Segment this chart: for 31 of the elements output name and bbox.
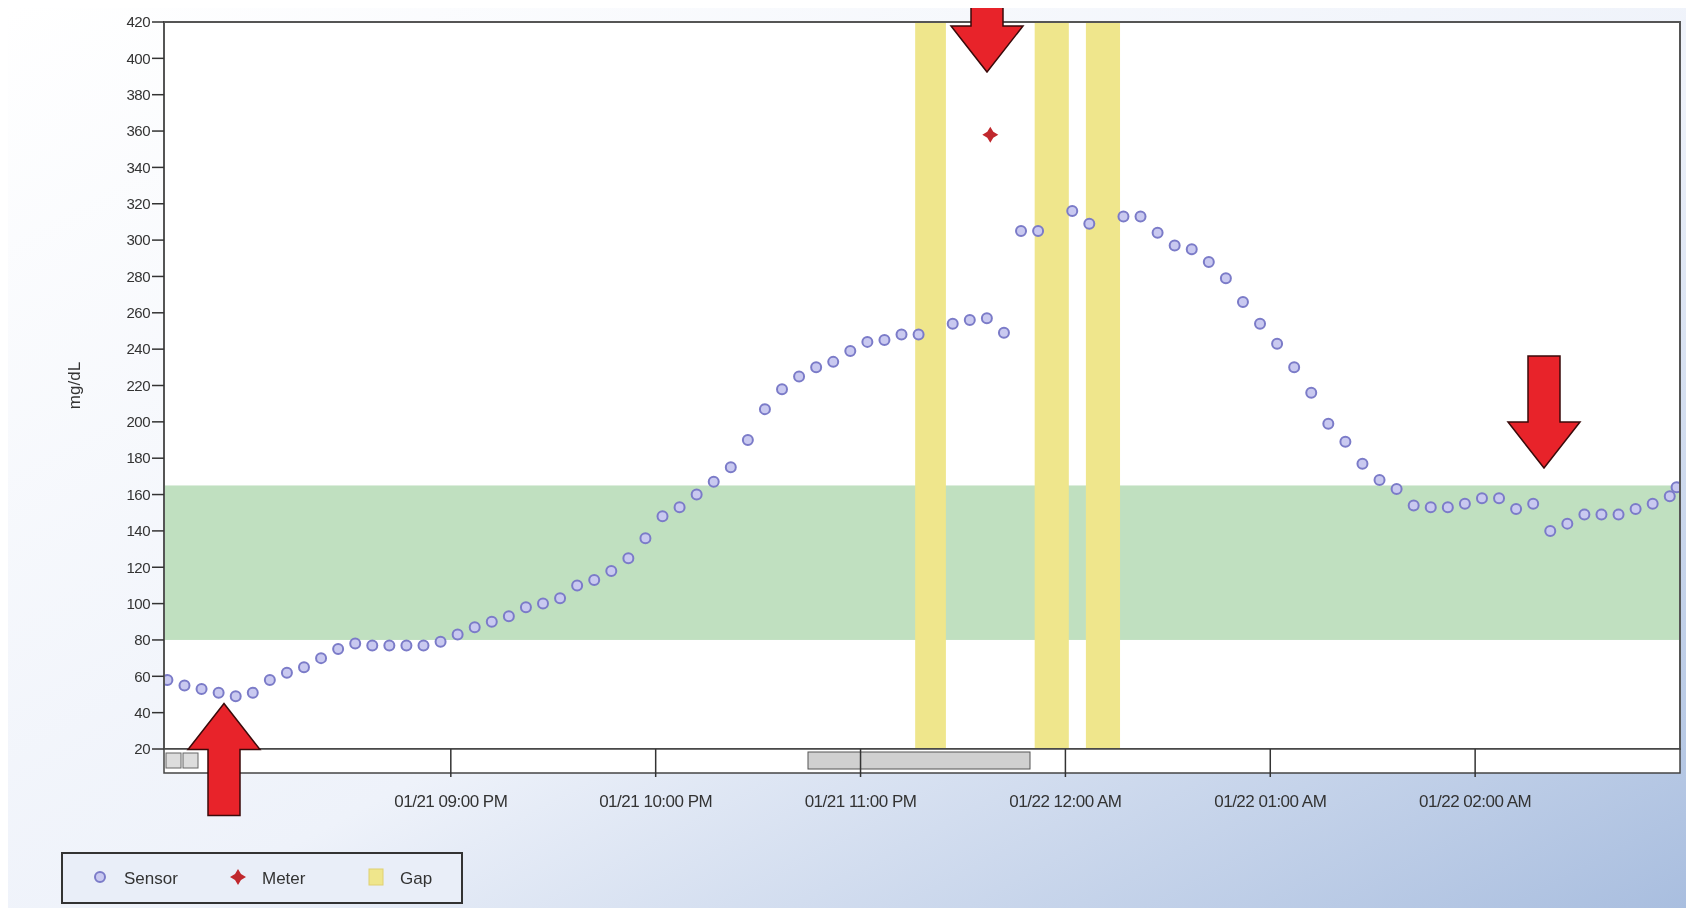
x-tick-label: 01/22 01:00 AM [1214, 792, 1327, 811]
y-tick-label: 100 [126, 594, 151, 612]
x-tick-label: 01/21 10:00 PM [599, 792, 713, 811]
y-tick-label: 280 [126, 267, 151, 285]
y-axis-title: mg/dL [65, 361, 84, 410]
y-tick-label: 240 [126, 340, 151, 358]
y-tick-label: 140 [126, 522, 151, 540]
y-tick-label: 20 [134, 740, 151, 758]
y-tick-label: 40 [134, 703, 151, 721]
legend-label: Gap [400, 868, 433, 888]
y-tick-label: 340 [126, 158, 151, 176]
legend-label: Meter [262, 868, 306, 888]
x-tick-label: 01/21 09:00 PM [394, 792, 508, 811]
y-tick-label: 380 [126, 85, 151, 103]
y-tick-label: 120 [126, 558, 151, 576]
x-tick-label: 01/22 12:00 AM [1009, 792, 1122, 811]
legend-label: Sensor [124, 868, 179, 888]
y-tick-label: 220 [126, 376, 151, 394]
y-tick-label: 200 [126, 413, 151, 431]
x-tick-label: 01/21 11:00 PM [804, 792, 917, 811]
y-tick-label: 180 [126, 449, 151, 467]
y-tick-label: 300 [126, 231, 151, 249]
y-tick-label: 160 [126, 485, 151, 503]
y-tick-label: 260 [126, 304, 151, 322]
y-tick-label: 80 [134, 631, 151, 649]
y-tick-label: 60 [134, 667, 151, 685]
y-tick-label: 360 [126, 122, 151, 140]
x-tick-label: 01/22 02:00 AM [1419, 792, 1532, 811]
y-tick-label: 400 [126, 49, 151, 67]
y-tick-label: 320 [126, 195, 151, 212]
y-tick-label: 420 [126, 13, 151, 31]
